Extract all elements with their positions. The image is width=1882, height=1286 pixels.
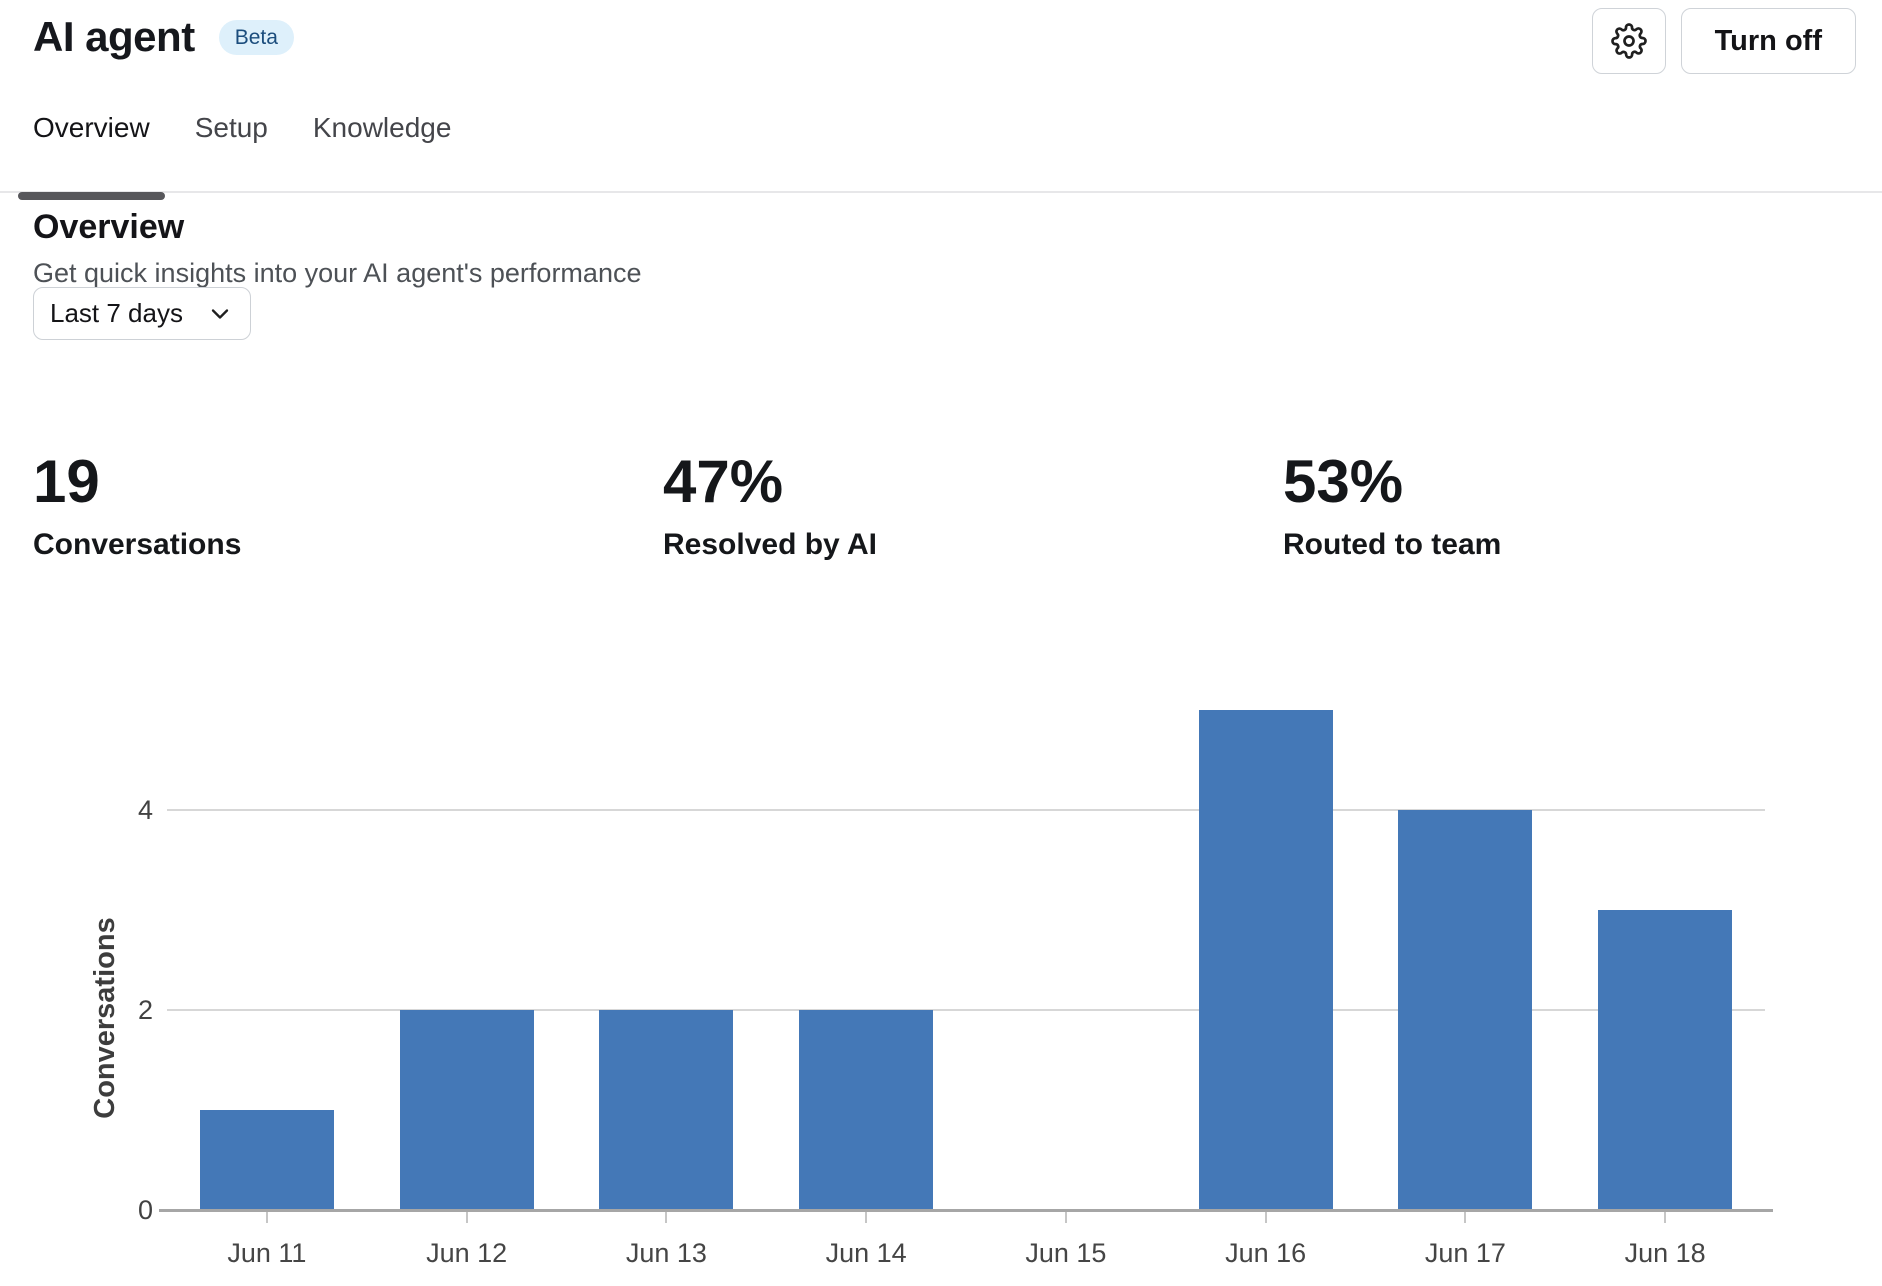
stat-value: 53% — [1283, 448, 1404, 515]
turn-off-button[interactable]: Turn off — [1680, 8, 1856, 74]
chevron-down-icon — [206, 300, 234, 328]
stat-resolved-by-ai: 47% Resolved by AI — [663, 452, 877, 560]
x-axis-tick-label: Jun 13 — [625, 1238, 707, 1268]
x-axis-tick — [865, 1212, 868, 1223]
bar-jun-14[interactable] — [799, 1010, 934, 1210]
stat-routed-to-team: 53% Routed to team — [1283, 452, 1501, 560]
date-range-select[interactable]: Last 7 days — [33, 287, 251, 340]
x-axis-tick — [1664, 1212, 1667, 1223]
page-header: AI agent Beta — [33, 16, 294, 58]
bar-jun-18[interactable] — [1598, 910, 1733, 1210]
y-axis-tick-label: 4 — [137, 795, 153, 825]
bar-jun-13[interactable] — [599, 1010, 734, 1210]
y-axis-tick-label: 2 — [137, 995, 153, 1025]
x-axis-tick-label: Jun 14 — [825, 1238, 907, 1268]
x-axis-tick — [265, 1212, 268, 1223]
stat-value: 47% — [663, 448, 784, 515]
section-heading: Overview — [33, 208, 185, 246]
x-axis-tick-label: Jun 11 — [227, 1238, 307, 1268]
x-axis-tick-label: Jun 16 — [1225, 1238, 1307, 1268]
y-axis-title: Conversations — [89, 917, 121, 1119]
stat-label: Resolved by AI — [663, 528, 877, 561]
bar-jun-12[interactable] — [399, 1010, 534, 1210]
x-axis-tick-label: Jun 15 — [1025, 1238, 1107, 1268]
beta-badge: Beta — [218, 19, 294, 55]
x-axis-tick-label: Jun 18 — [1624, 1238, 1706, 1268]
x-axis-tick-label: Jun 12 — [426, 1238, 508, 1268]
settings-button[interactable] — [1591, 8, 1666, 74]
header-actions: Turn off — [1591, 8, 1856, 74]
x-axis-tick — [1264, 1212, 1267, 1223]
page-title: AI agent — [33, 13, 195, 60]
x-axis-tick-label: Jun 17 — [1424, 1238, 1506, 1268]
date-range-value: Last 7 days — [50, 298, 183, 328]
x-axis-tick — [1464, 1212, 1467, 1223]
stat-conversations: 19 Conversations — [33, 452, 241, 560]
section-subheading: Get quick insights into your AI agent's … — [33, 258, 642, 288]
tab-knowledge[interactable]: Knowledge — [312, 112, 452, 143]
stat-label: Routed to team — [1283, 528, 1502, 561]
x-axis-tick — [465, 1212, 468, 1223]
gear-icon — [1610, 23, 1647, 59]
bar-jun-17[interactable] — [1398, 810, 1533, 1210]
stat-value: 19 — [33, 448, 100, 515]
tab-setup[interactable]: Setup — [194, 112, 268, 143]
bar-jun-11[interactable] — [199, 1110, 334, 1210]
tab-overview[interactable]: Overview — [18, 104, 165, 200]
x-axis-tick — [665, 1212, 668, 1223]
y-axis-tick-label: 0 — [137, 1195, 153, 1225]
stat-label: Conversations — [33, 528, 242, 561]
x-axis-tick — [1064, 1212, 1067, 1223]
bar-jun-16[interactable] — [1198, 710, 1333, 1210]
tab-bar: Overview Setup Knowledge — [0, 104, 1882, 200]
